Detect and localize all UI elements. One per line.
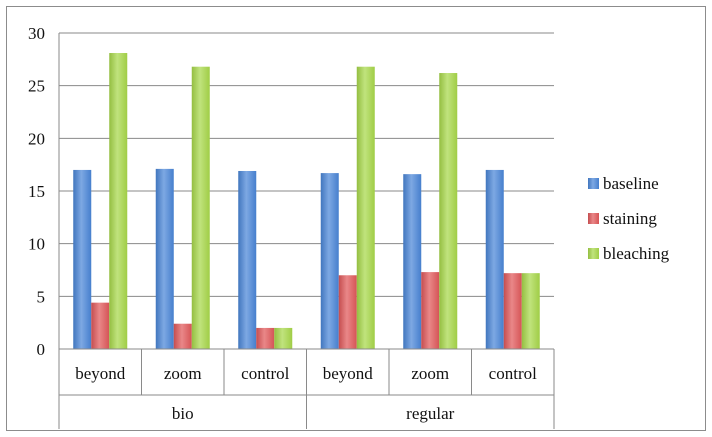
axes — [58, 33, 555, 429]
y-tick-labels: 0 5 10 15 20 25 30 — [28, 24, 45, 359]
x-tick-label: control — [241, 364, 289, 383]
legend-label: staining — [603, 209, 657, 228]
y-tick-label: 25 — [28, 77, 45, 96]
bar-chart: 0 5 10 15 20 25 30 beyond zoom control beyond zoom… — [28, 24, 670, 429]
group-label: regular — [406, 404, 454, 423]
y-tick-label: 20 — [28, 129, 45, 148]
bar-staining — [503, 273, 522, 349]
group-label: bio — [172, 404, 194, 423]
x-tick-label: beyond — [323, 364, 374, 383]
legend-swatch-staining — [588, 213, 599, 224]
grid-lines — [59, 32, 554, 297]
x-tick-label: zoom — [411, 364, 449, 383]
chart-frame: 0 5 10 15 20 25 30 beyond zoom control beyond zoom… — [6, 6, 706, 431]
x-group-labels: bio regular — [172, 404, 455, 423]
y-tick-label: 15 — [28, 182, 45, 201]
bar-bleaching — [191, 66, 210, 349]
bar-baseline — [485, 169, 504, 349]
bar-staining — [256, 327, 275, 349]
bar-bleaching — [439, 73, 458, 349]
bar-baseline — [73, 169, 92, 349]
y-tick-label: 5 — [37, 287, 46, 306]
bar-staining — [421, 272, 440, 349]
legend: baseline staining bleaching — [588, 174, 670, 263]
bars — [73, 53, 540, 349]
legend-swatch-bleaching — [588, 248, 599, 259]
bar-bleaching — [521, 273, 540, 349]
x-tick-label: control — [489, 364, 537, 383]
x-tick-label: beyond — [75, 364, 126, 383]
bar-bleaching — [274, 327, 293, 349]
bar-bleaching — [356, 66, 375, 349]
bar-staining — [91, 302, 110, 349]
bar-staining — [173, 323, 192, 349]
y-tick-label: 10 — [28, 235, 45, 254]
bar-baseline — [155, 168, 174, 349]
bar-baseline — [320, 173, 339, 349]
y-tick-label: 30 — [28, 24, 45, 43]
x-tick-label: zoom — [164, 364, 202, 383]
y-tick-label: 0 — [37, 340, 46, 359]
bar-baseline — [238, 170, 257, 349]
bar-baseline — [403, 174, 422, 349]
bar-bleaching — [109, 53, 128, 349]
legend-label: bleaching — [603, 244, 670, 263]
legend-label: baseline — [603, 174, 659, 193]
x-tick-labels: beyond zoom control beyond zoom control — [75, 364, 537, 383]
bar-staining — [338, 275, 357, 349]
legend-swatch-baseline — [588, 178, 599, 189]
